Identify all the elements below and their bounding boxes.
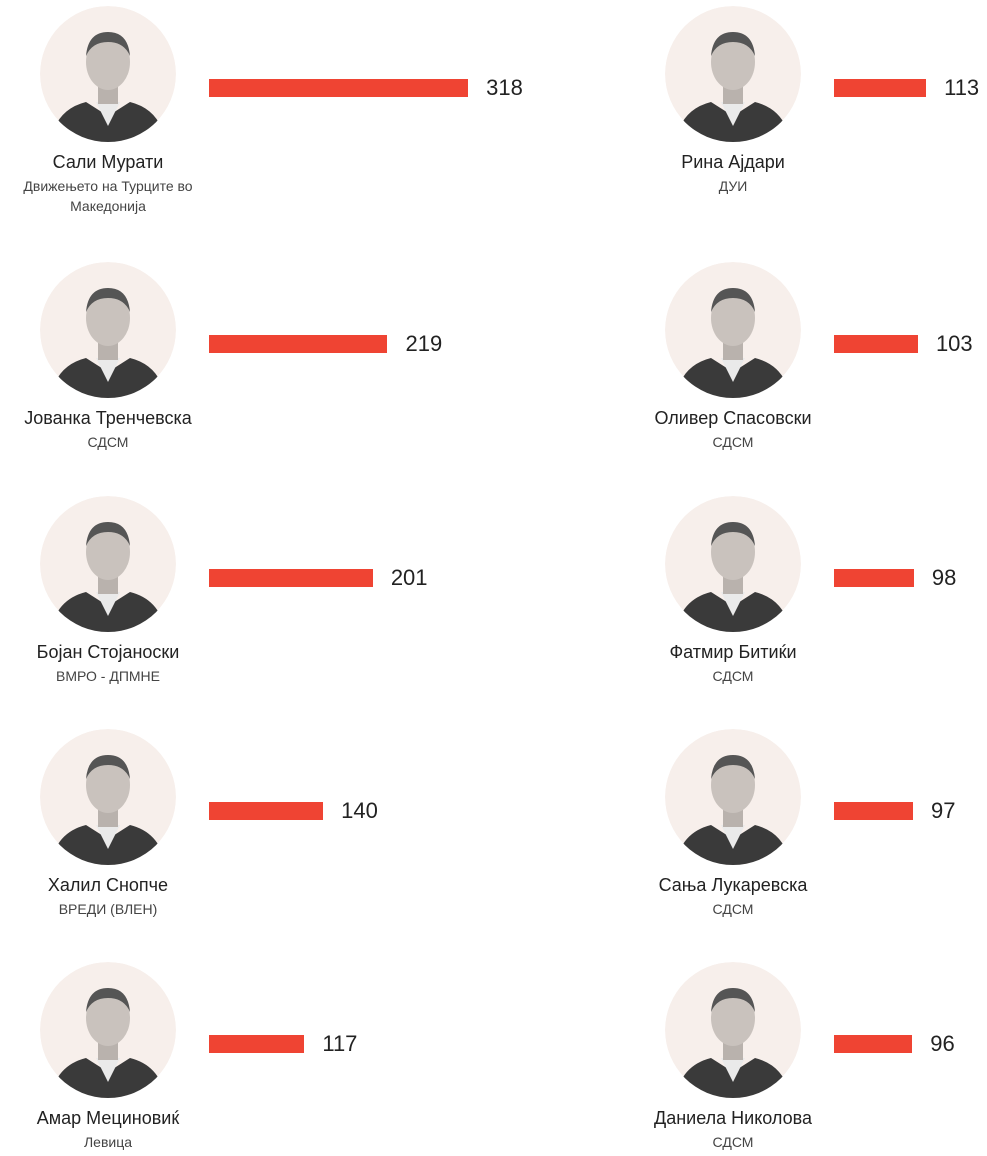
portrait [665, 6, 801, 142]
value-label: 103 [936, 335, 973, 353]
portrait [40, 262, 176, 398]
person-name: Халил Снопче [0, 875, 228, 896]
value-label: 97 [931, 802, 955, 820]
bar [834, 1035, 912, 1053]
person-name: Сања Лукаревска [613, 875, 853, 896]
portrait [665, 729, 801, 865]
portrait [40, 6, 176, 142]
value-label: 140 [341, 802, 378, 820]
person-name: Сали Мурати [0, 152, 228, 173]
value-label: 219 [405, 335, 442, 353]
portrait [665, 496, 801, 632]
bar [209, 569, 373, 587]
person-name: Даниела Николова [613, 1108, 853, 1129]
bar [834, 802, 913, 820]
value-label: 113 [944, 79, 979, 97]
bar [834, 335, 918, 353]
portrait [665, 962, 801, 1098]
party-name: ВРЕДИ (ВЛЕН) [8, 899, 208, 919]
value-label: 96 [930, 1035, 954, 1053]
person-name: Амар Мециновиќ [0, 1108, 228, 1129]
bar [209, 335, 387, 353]
portrait [40, 729, 176, 865]
value-label: 201 [391, 569, 428, 587]
value-label: 98 [932, 569, 956, 587]
party-name: СДСМ [633, 899, 833, 919]
person-name: Бојан Стојаноски [0, 642, 228, 663]
value-label: 318 [486, 79, 523, 97]
value-label: 117 [322, 1035, 357, 1053]
person-name: Фатмир Битиќи [613, 642, 853, 663]
party-name: ВМРО - ДПМНЕ [8, 666, 208, 686]
chart: Сали Мурати Движењето на Турците во Макед… [0, 0, 987, 1156]
portrait [665, 262, 801, 398]
party-name: СДСМ [633, 666, 833, 686]
bar [834, 569, 914, 587]
party-name: СДСМ [633, 1132, 833, 1152]
portrait [40, 496, 176, 632]
bar [834, 79, 926, 97]
bar [209, 802, 323, 820]
bar [209, 1035, 304, 1053]
person-name: Оливер Спасовски [613, 408, 853, 429]
person-name: Јованка Тренчевска [0, 408, 228, 429]
party-name: СДСМ [633, 432, 833, 452]
party-name: Левица [8, 1132, 208, 1152]
bar [209, 79, 468, 97]
party-name: ДУИ [633, 176, 833, 196]
portrait [40, 962, 176, 1098]
party-name: СДСМ [8, 432, 208, 452]
person-name: Рина Ајдари [613, 152, 853, 173]
party-name: Движењето на Турците во Македонија [8, 176, 208, 216]
